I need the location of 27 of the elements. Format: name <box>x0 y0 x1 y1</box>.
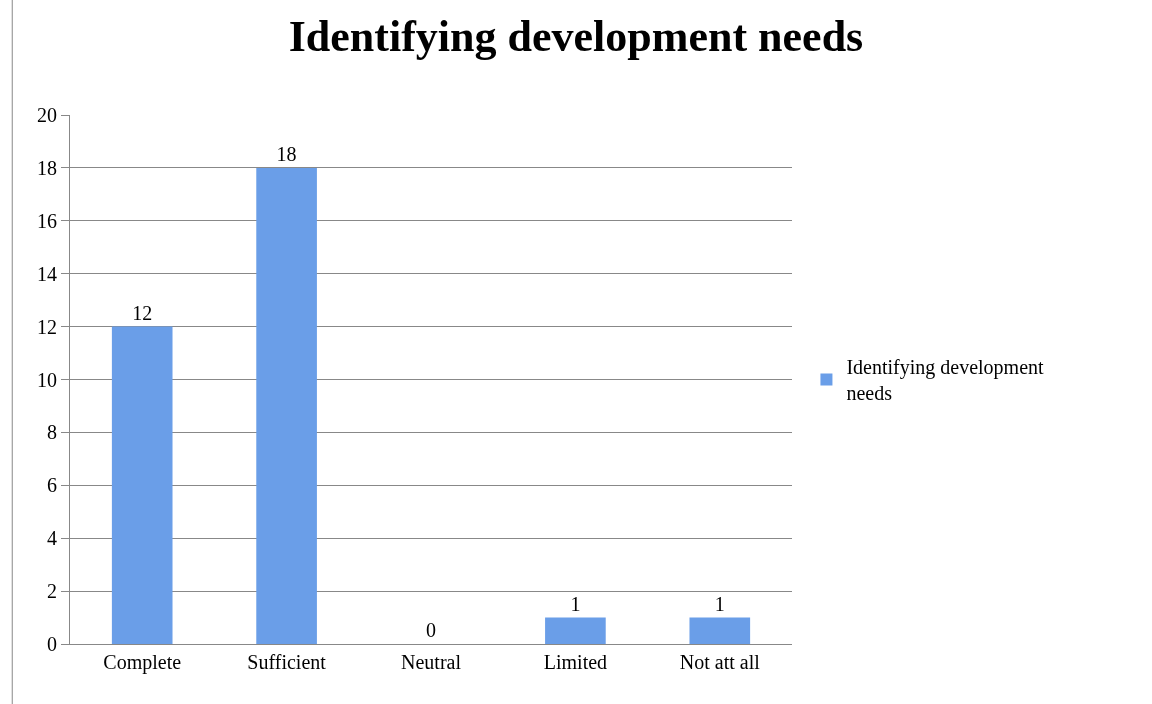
data-label: 18 <box>276 142 297 165</box>
y-tick-label: 2 <box>47 580 57 603</box>
y-tick-label: 12 <box>37 315 57 338</box>
y-tick-label: 16 <box>37 209 57 232</box>
bar <box>689 617 751 644</box>
y-tick-label: 20 <box>37 104 57 126</box>
x-tick-label: Complete <box>103 651 182 674</box>
y-tick-label: 8 <box>47 421 57 444</box>
legend-label: Identifying development needs <box>846 356 1045 405</box>
y-tick-label: 0 <box>47 633 57 655</box>
bar <box>545 617 606 644</box>
data-label: 12 <box>132 301 153 324</box>
bar <box>111 326 173 644</box>
y-tick-label: 4 <box>47 527 57 550</box>
y-tick-label: 10 <box>37 368 57 391</box>
chart-title: Identifying development needs <box>288 11 864 61</box>
x-tick-label: Not att all <box>679 651 761 673</box>
y-tick-label: 18 <box>37 156 57 179</box>
x-tick-label: Sufficient <box>247 651 327 673</box>
bar <box>256 167 317 644</box>
data-label: 0 <box>426 619 436 641</box>
x-tick-label: Neutral <box>401 651 462 673</box>
data-label: 1 <box>570 592 581 615</box>
y-tick-label: 14 <box>37 262 57 285</box>
data-label: 1 <box>714 592 725 615</box>
y-tick-label: 6 <box>47 474 57 497</box>
x-tick-label: Limited <box>543 651 608 673</box>
